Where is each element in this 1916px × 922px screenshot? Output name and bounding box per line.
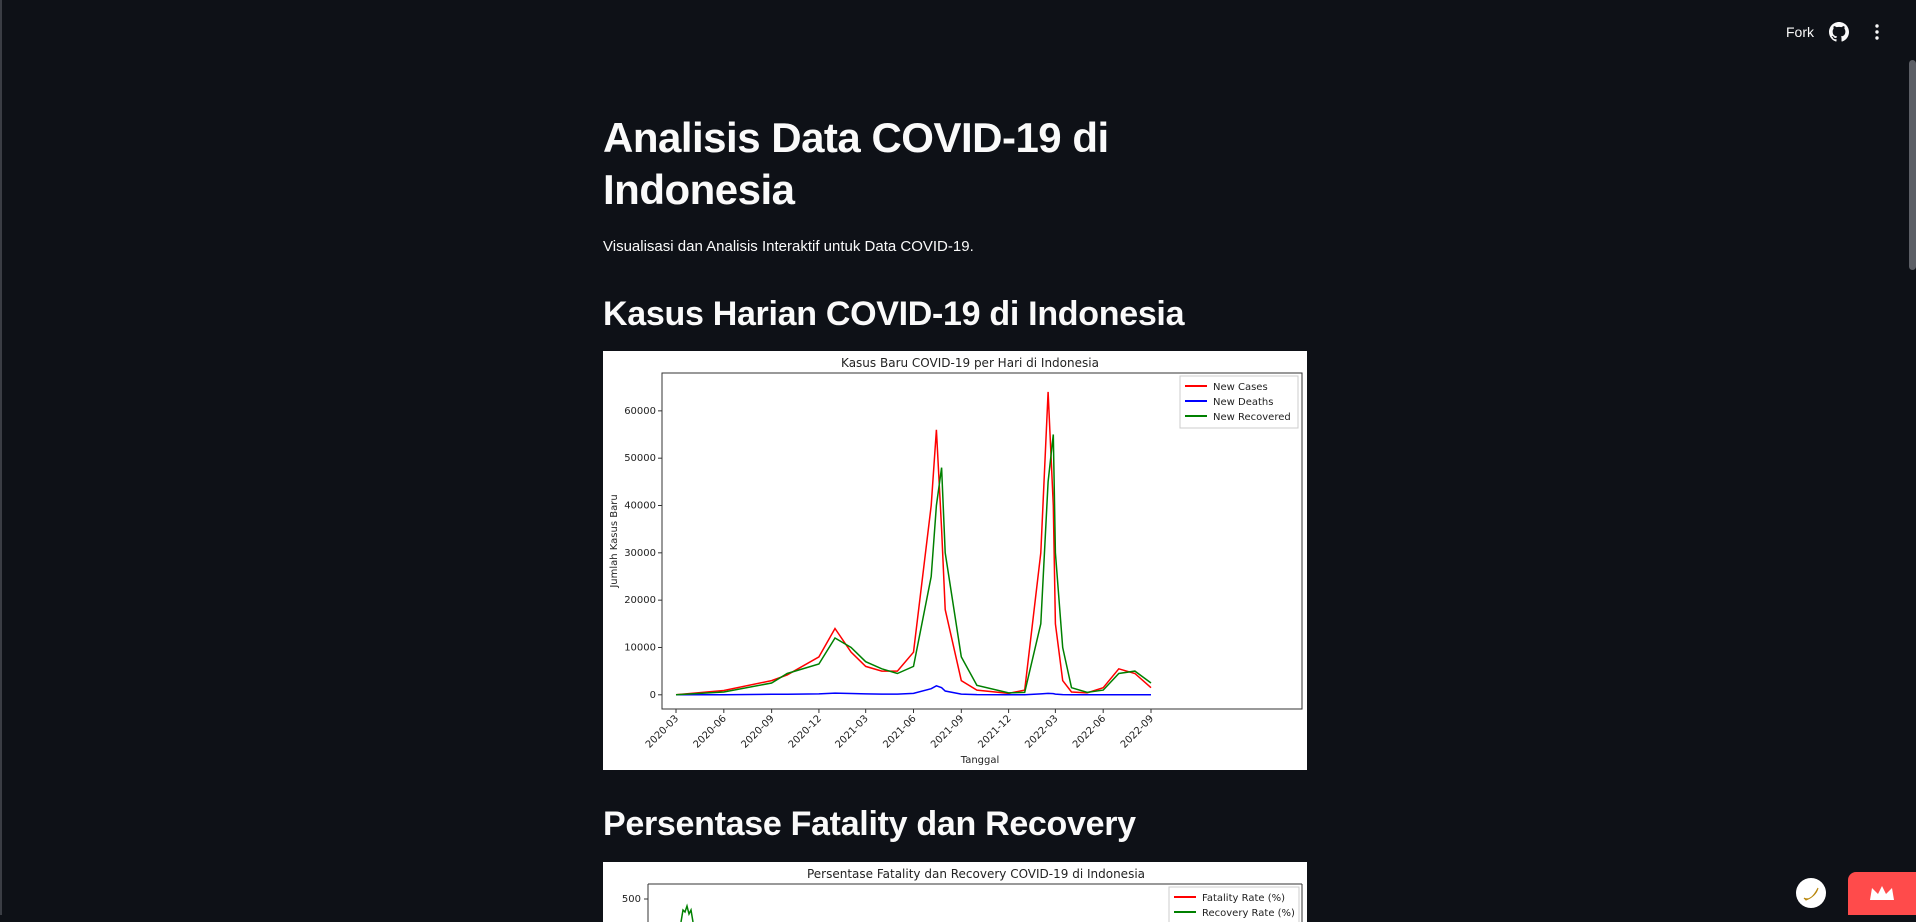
legend-label-new-deaths: New Deaths <box>1213 397 1273 408</box>
section-title-fatality-recovery: Persentase Fatality dan Recovery <box>603 805 1136 843</box>
y-axis-ticks: 0 10000 20000 30000 40000 50000 60000 <box>624 406 662 701</box>
x-axis-label: Tanggal <box>960 755 1000 766</box>
chart-title: Persentase Fatality dan Recovery COVID-1… <box>807 867 1145 881</box>
y-axis-label: Jumlah Kasus Baru <box>609 494 620 588</box>
x-axis-ticks: 2020-03 2020-06 2020-09 2020-12 2021-03 2021-… <box>644 709 1156 751</box>
y-tick-label: 60000 <box>624 406 656 417</box>
banana-icon <box>1803 887 1819 901</box>
legend: New Cases New Deaths New Recovered <box>1179 375 1299 429</box>
crown-icon <box>1870 886 1894 900</box>
vertical-dots-icon[interactable] <box>1867 22 1887 42</box>
x-tick-label: 2020-03 <box>644 713 681 750</box>
scrollbar[interactable] <box>1906 0 1916 915</box>
page-title: Analisis Data COVID-19 di Indonesia <box>603 114 1109 213</box>
x-tick-label: 2021-09 <box>929 713 966 750</box>
y-tick-label: 20000 <box>624 595 656 606</box>
chart-title: Kasus Baru COVID-19 per Hari di Indonesi… <box>841 356 1099 370</box>
y-tick-label: 500 <box>622 894 641 905</box>
section-title-daily-cases: Kasus Harian COVID-19 di Indonesia <box>603 295 1185 333</box>
x-tick-label: 2022-06 <box>1071 713 1108 750</box>
plot-frame <box>661 372 1303 710</box>
page-subtitle: Visualisasi dan Analisis Interaktif untu… <box>603 238 974 255</box>
fork-button[interactable]: Fork <box>1786 24 1814 40</box>
y-tick-label: 10000 <box>624 642 656 653</box>
y-tick-label: 50000 <box>624 453 656 464</box>
fatality-rate-line <box>680 903 694 922</box>
fatality-recovery-chart: Persentase Fatality dan Recovery COVID-1… <box>603 862 1307 922</box>
legend: Fatality Rate (%) Recovery Rate (%) <box>1168 886 1300 922</box>
x-tick-label: 2022-03 <box>1023 713 1060 750</box>
y-tick-label: 40000 <box>624 501 656 512</box>
y-tick-label: 30000 <box>624 548 656 559</box>
series-lines <box>675 391 1152 696</box>
scrollbar-thumb[interactable] <box>1909 60 1916 270</box>
series-line-new-recovered <box>675 434 1152 696</box>
daily-cases-chart: Kasus Baru COVID-19 per Hari di Indonesi… <box>603 351 1307 770</box>
legend-label-new-recovered: New Recovered <box>1213 412 1291 423</box>
x-tick-label: 2021-03 <box>833 713 870 750</box>
github-icon[interactable] <box>1829 22 1849 42</box>
legend-label-recovery: Recovery Rate (%) <box>1202 908 1295 919</box>
x-tick-label: 2020-06 <box>692 713 729 750</box>
help-avatar-button[interactable] <box>1796 878 1826 908</box>
app-header: Fork <box>0 0 1916 66</box>
x-tick-label: 2022-09 <box>1119 713 1156 750</box>
series-line-new-cases <box>675 391 1152 696</box>
x-tick-label: 2020-09 <box>739 713 776 750</box>
streamlit-deploy-button[interactable] <box>1848 872 1916 915</box>
x-tick-label: 2020-12 <box>787 713 824 750</box>
x-tick-label: 2021-06 <box>881 713 918 750</box>
window-edge <box>0 0 2 915</box>
x-tick-label: 2021-12 <box>976 713 1013 750</box>
series-line-new-deaths <box>675 684 1151 696</box>
legend-label-new-cases: New Cases <box>1213 382 1268 393</box>
legend-label-fatality: Fatality Rate (%) <box>1202 893 1285 904</box>
y-tick-label: 0 <box>650 690 656 701</box>
